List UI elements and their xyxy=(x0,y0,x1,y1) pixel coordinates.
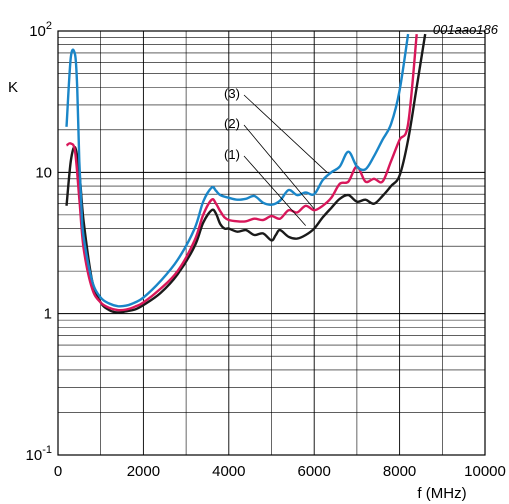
x-tick-label: 4000 xyxy=(212,463,245,480)
callout-leader-line xyxy=(243,155,306,226)
callout-label: (1) xyxy=(224,147,240,162)
callout-leader-line xyxy=(243,124,315,210)
x-axis-ticks: 0 2000 4000 6000 8000 10000 xyxy=(54,463,506,480)
y-tick-label: 10-1 xyxy=(26,444,52,464)
x-tick-label: 6000 xyxy=(298,463,331,480)
series-line-3 xyxy=(65,33,410,308)
x-tick-label: 0 xyxy=(54,463,62,480)
callout-leader-line xyxy=(243,94,328,173)
x-tick-label: 8000 xyxy=(383,463,416,480)
series-line-1 xyxy=(65,33,427,314)
y-tick-label: 1 xyxy=(44,306,52,323)
x-axis-label: f (MHz) xyxy=(417,485,466,502)
grid xyxy=(58,31,485,455)
y-tick-label: 10 xyxy=(35,164,52,181)
y-tick-label: 102 xyxy=(29,20,52,40)
plot-frame xyxy=(57,30,486,456)
callouts: (3) (2) (1) xyxy=(224,86,328,226)
figure-id-label: 001aao186 xyxy=(433,22,499,37)
y-axis-ticks: 10-1 1 10 102 xyxy=(26,20,52,464)
y-axis-label: K xyxy=(8,79,18,96)
data-series xyxy=(65,33,427,314)
callout-label: (2) xyxy=(224,116,240,131)
callout-label: (3) xyxy=(224,86,240,101)
x-tick-label: 2000 xyxy=(127,463,160,480)
x-tick-label: 10000 xyxy=(464,463,506,480)
